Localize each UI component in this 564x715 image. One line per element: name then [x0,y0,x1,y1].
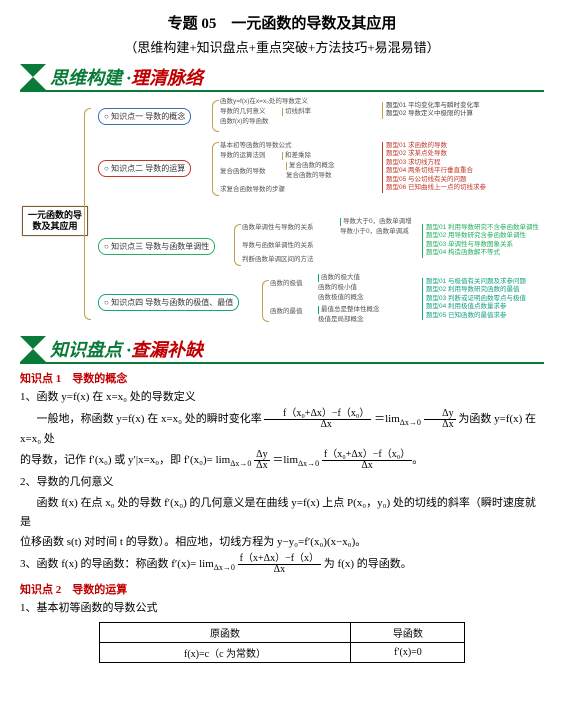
derivative-table: 原函数 导函数 f(x)=c（c 为常数） f′(x)=0 [99,622,466,663]
leaf: 极值是局部概念 [318,316,364,324]
kp2-heading: 知识点 2 导数的运算 [20,581,544,597]
leaf: 函数单调性与导数的关系 [242,224,314,232]
leaf: 复合函数的概念 [286,162,335,170]
leaf: 切线斜率 [282,108,311,116]
leaf: 函数的极值 [270,280,303,288]
leaf: 复合函数的导数 [220,168,266,176]
leaf: 求复合函数导数的步骤 [220,186,285,194]
map-root: 一元函数的导数及其应用 [22,206,88,236]
node-3: ○ 知识点三 导数与函数单调性 [98,238,215,255]
leaf: 和差乘除 [282,152,311,160]
leaf: 基本初等函数的导数公式 [220,142,292,150]
leaf: 函数的极小值 [318,284,357,292]
section-2-green: 知识盘点 · [50,336,131,362]
leaf: 导数的运算法则 [220,152,266,160]
group-1: 题型01 平均变化率与瞬时变化率 题型02 导数定义中极限的计算 [382,102,480,119]
leaf: 判断函数单调区间的方法 [242,256,314,264]
th-original: 原函数 [99,622,351,642]
kp1-heading: 知识点 1 导数的概念 [20,370,544,386]
kp1-p4: 2、导数的几何意义 [20,473,544,492]
kp1-p2: 一般地，称函数 y=f(x) 在 x=x₀ 处的瞬时变化率 f（x₀+Δx）−f… [20,409,544,449]
leaf: 函数的极大值 [318,274,360,282]
kp2-p1: 1、基本初等函数的导数公式 [20,599,544,618]
leaf: 导数小于0，函数单调减 [340,228,409,236]
leaf: 导数与函数单调性的关系 [242,242,314,250]
section-2-header: 知识盘点 · 查漏补缺 [20,336,544,362]
leaf: 函数极值的概念 [318,294,364,302]
hourglass-icon [20,64,46,90]
kp1-p6: 位移函数 s(t) 对时间 t 的导数）。相应地，切线方程为 y−y₀=f′(x… [20,533,544,552]
section-1-green: 思维构建 · [50,64,131,90]
th-deriv: 导函数 [351,622,465,642]
leaf: 导数大于0，函数单调增 [340,218,412,226]
leaf: 函数的最值 [270,308,303,316]
group-4: 题型01 与极值有关问题及求参问题 题型02 利用导数研究函数的最值 题型03 … [422,278,526,320]
kp1-p5: 函数 f(x) 在点 x₀ 处的导数 f′(x₀) 的几何意义是在曲线 y=f(… [20,494,544,531]
node-4: ○ 知识点四 导数与函数的极值、最值 [98,294,239,311]
cell-deriv: f′(x)=0 [351,642,465,662]
leaf: 导数的几何意义 [220,108,266,116]
doc-subtitle: （思维构建+知识盘点+重点突破+方法技巧+易混易错） [20,37,544,56]
leaf: 函数y=f(x)在x=x₀处的导数定义 [220,98,308,106]
group-2: 题型01 求函数的导数 题型02 求某点处导数 题型03 求切线方程 题型04 … [382,142,486,193]
node-2: ○ 知识点二 导数的运算 [98,160,191,177]
kp1-p3: 的导数，记作 f′(x₀) 或 y′|x=x₀，即 f′(x₀)= limΔx→… [20,450,544,471]
kp1-p7: 3、函数 f(x) 的导函数：称函数 f′(x)= limΔx→0 f（x+Δx… [20,554,544,575]
section-2-red: 查漏补缺 [131,336,203,362]
hourglass-icon [20,336,46,362]
group-3: 题型01 利用导数研究不含参函数单调性 题型02 用导数研究含参函数单调性 题型… [422,224,539,258]
leaf: 函数f(x)的导函数 [220,118,268,126]
section-1-header: 思维构建 · 理清脉络 [20,64,544,90]
doc-title: 专题 05 一元函数的导数及其应用 [20,12,544,33]
leaf: 复合函数的导数 [286,172,332,180]
node-1: ○ 知识点一 导数的概念 [98,108,191,125]
kp1-p1: 1、函数 y=f(x) 在 x=x₀ 处的导数定义 [20,388,544,407]
mind-map: 一元函数的导数及其应用 ○ 知识点一 导数的概念 函数y=f(x)在x=x₀处的… [20,98,540,328]
section-1-red: 理清脉络 [131,64,203,90]
leaf: 最值总是整体性概念 [318,306,380,314]
cell-original: f(x)=c（c 为常数） [99,642,351,662]
